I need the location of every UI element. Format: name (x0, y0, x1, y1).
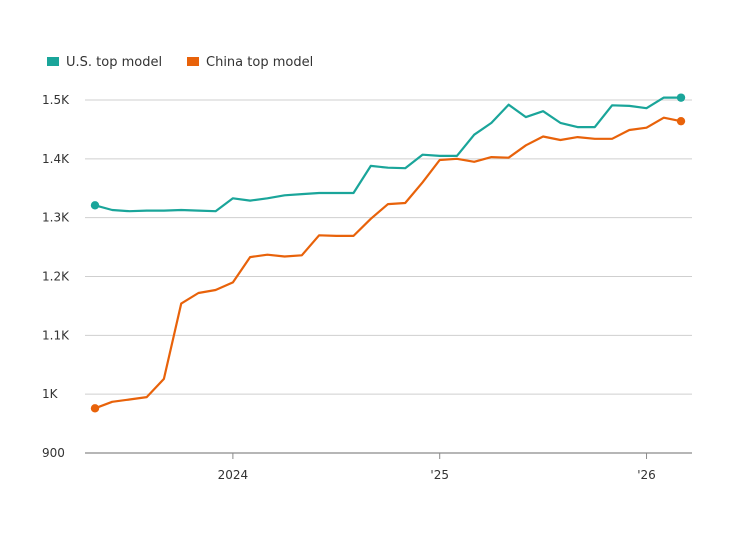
series-line-us (93, 96, 683, 213)
y-tick-label: 1.4K (42, 152, 70, 166)
x-tick-label: '26 (637, 468, 656, 482)
series-line-china (93, 116, 683, 410)
series-point-us-end (676, 93, 686, 102)
series-point-china-start (90, 404, 100, 413)
y-tick-label: 1K (42, 387, 59, 401)
y-axis: 1.5K 1.4K 1.3K 1.2K 1.1K 1K 900 (42, 93, 70, 460)
y-tick-label: 900 (42, 446, 65, 460)
legend: U.S. top model China top model (47, 55, 313, 70)
legend-item-us: U.S. top model (47, 55, 162, 70)
series-lines (93, 96, 683, 410)
x-tick-label: '25 (430, 468, 449, 482)
legend-item-china: China top model (187, 55, 313, 70)
gridlines (85, 99, 692, 454)
y-tick-label: 1.1K (42, 328, 70, 342)
x-tick-label: 2024 (218, 468, 249, 482)
series-endpoints (90, 93, 686, 413)
y-tick-label: 1.5K (42, 93, 70, 107)
legend-label-us: U.S. top model (66, 55, 162, 70)
legend-swatch-china (187, 57, 199, 66)
series-point-us-start (90, 201, 100, 210)
x-axis: 2024 '25 '26 (218, 453, 656, 482)
y-tick-label: 1.2K (42, 270, 70, 284)
y-tick-label: 1.3K (42, 211, 70, 225)
series-point-china-end (676, 116, 686, 126)
legend-swatch-us (47, 57, 59, 66)
legend-label-china: China top model (206, 55, 313, 70)
